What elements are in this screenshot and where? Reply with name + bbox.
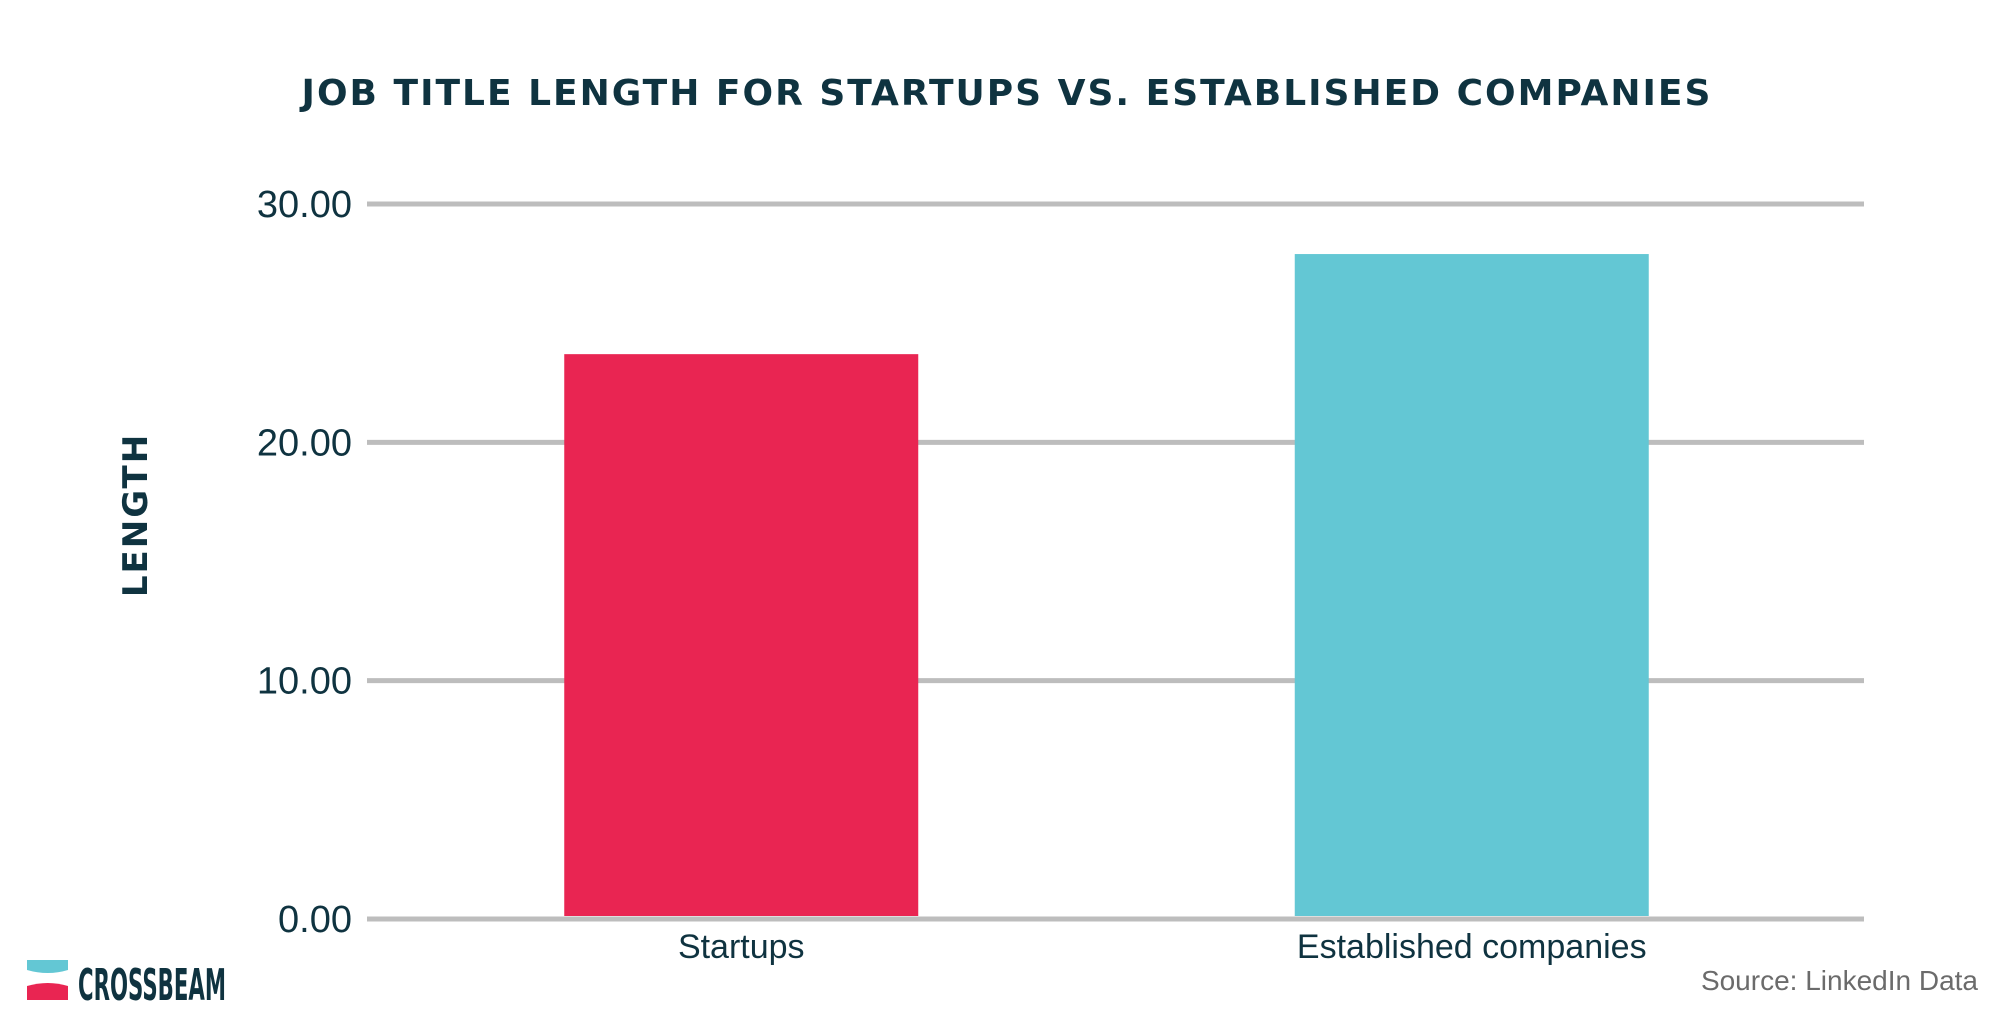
y-tick-labels: 0.00 10.00 20.00 30.00 — [257, 184, 352, 941]
x-tick-label: Established companies — [1297, 928, 1647, 966]
chart-title: JOB TITLE LENGTH FOR STARTUPS VS. ESTABL… — [299, 73, 1713, 114]
bars — [564, 254, 1649, 917]
x-tick-labels: Startups Established companies — [678, 928, 1647, 966]
y-tick-label: 30.00 — [257, 184, 352, 226]
bar-startups — [564, 354, 919, 916]
crossbeam-logo-icon — [27, 960, 68, 1000]
y-tick-label: 20.00 — [257, 422, 352, 464]
y-axis-label: LENGTH — [116, 433, 156, 597]
y-tick-label: 10.00 — [257, 661, 352, 703]
crossbeam-logo-text: CROSSBEAM — [78, 960, 226, 1011]
x-tick-label: Startups — [678, 928, 805, 966]
y-tick-label: 0.00 — [278, 899, 352, 941]
bar-established-companies — [1294, 254, 1649, 917]
source-note: Source: LinkedIn Data — [1701, 965, 1978, 996]
crossbeam-logo: CROSSBEAM — [27, 960, 226, 1011]
